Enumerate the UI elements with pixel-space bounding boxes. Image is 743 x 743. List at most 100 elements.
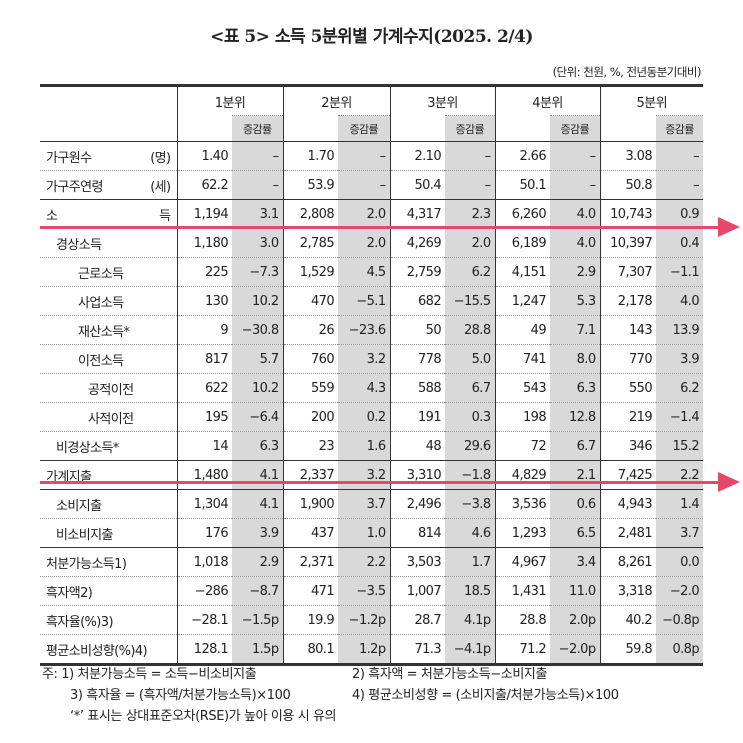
value-cell: 550 [600,373,656,403]
value-cell: 48 [390,431,445,461]
rate-cell: 6.7 [445,373,496,403]
value-cell: 2,785 [283,228,338,258]
highlight-arrow-expenditure [40,472,740,492]
rate-cell: 28.8 [445,315,496,345]
value-cell: 741 [495,344,550,374]
value-cell: 4,943 [600,489,656,519]
value-cell: 543 [495,373,550,403]
value-cell: 80.1 [283,634,338,665]
rate-cell: −3.8 [445,489,496,519]
value-cell: 2,759 [390,257,445,287]
value-cell: 50.8 [600,170,656,200]
value-cell: 4,967 [495,547,550,577]
rate-cell: −0.8p [656,605,703,635]
value-cell: 559 [283,373,338,403]
rate-cell: 3.7 [338,489,391,519]
value-cell: 4,829 [495,460,550,490]
table-row: 흑자액2) −286 −8.7 471 −3.5 1,007 18.5 1,431 11.0 3,… [40,576,703,606]
rate-cell: 2.3 [445,199,496,229]
value-cell: 6,260 [495,199,550,229]
value-cell: 760 [283,344,338,374]
row-label: 흑자율(%)3) [40,605,178,635]
rate-cell: – [550,141,601,171]
row-label: 소 득 [40,199,178,229]
rate-cell: 2.0 [338,199,391,229]
table-row: 사적이전 195 −6.4 200 0.2 191 0.3 198 12.8 219 −1.4 [40,402,703,432]
value-cell: 471 [283,576,338,606]
rate-cell: 2.2 [656,460,703,490]
rate-cell: −3.5 [338,576,391,606]
rate-cell: 10.2 [232,286,284,316]
rate-cell: 15.2 [656,431,703,461]
rate-cell: 3.9 [232,518,284,548]
value-cell: 2,481 [600,518,656,548]
rate-cell: 5.0 [445,344,496,374]
value-cell: 1,304 [177,489,232,519]
value-cell: 176 [177,518,232,548]
corner-cell [40,85,178,142]
rate-cell: 0.9 [656,199,703,229]
value-cell: 4,317 [390,199,445,229]
value-cell: 72 [495,431,550,461]
table-row: 근로소득 225 −7.3 1,529 4.5 2,759 6.2 4,151 2.9 7,307… [40,257,703,287]
rate-cell: −6.4 [232,402,284,432]
rate-cell: 18.5 [445,576,496,606]
value-cell: 59.8 [600,634,656,665]
rate-cell: −30.8 [232,315,284,345]
rate-cell: 6.7 [550,431,601,461]
rate-cell: −4.1p [445,634,496,665]
value-cell: 28.8 [495,605,550,635]
rate-cell: 6.2 [656,373,703,403]
rate-cell: 5.7 [232,344,284,374]
rate-cell: −23.6 [338,315,391,345]
rate-cell: 6.3 [550,373,601,403]
rate-cell: 8.0 [550,344,601,374]
rate-cell: 1.4 [656,489,703,519]
rate-cell: 3.1 [232,199,284,229]
table-row: 소 득 1,194 3.1 2,808 2.0 4,317 2.3 6,260 4.0 10,74… [40,199,703,229]
rate-cell: 11.0 [550,576,601,606]
rate-cell: −8.7 [232,576,284,606]
value-cell: 143 [600,315,656,345]
value-cell: 2,496 [390,489,445,519]
value-cell: 26 [283,315,338,345]
row-label: 이전소득 [40,344,178,374]
row-label: 가구주연령 (세) [40,170,178,200]
rate-cell: – [338,141,391,171]
row-label: 사적이전 [40,402,178,432]
value-cell: 778 [390,344,445,374]
table-row: 가구원수 (명) 1.40–1.70–2.10–2.66–3.08– [40,141,703,171]
value-cell: 1.70 [307,148,334,164]
table-row: 평균소비성향(%)4) 128.1 1.5p 80.1 1.2p 71.3 −4.1p 71.… [40,634,703,665]
row-label: 사업소득 [40,286,178,316]
value-cell: 10,743 [600,199,656,229]
row-label: 처분가능소득1) [40,547,178,577]
value-cell: 50.1 [495,170,550,200]
rate-cell: 1.7 [445,547,496,577]
rate-cell: −2.0 [656,576,703,606]
value-cell: 71.2 [495,634,550,665]
value-cell: 2,178 [600,286,656,316]
value-cell: 10,397 [600,228,656,258]
value-cell: 622 [177,373,232,403]
rate-cell: 5.3 [550,286,601,316]
rate-header: 증감률 [550,115,601,142]
value-cell: 682 [390,286,445,316]
value-cell: 50 [390,315,445,345]
rate-cell: −1.2p [338,605,391,635]
value-cell: 346 [600,431,656,461]
table-row: 사업소득 130 10.2 470 −5.1 682 −15.5 1,247 5.3 2,178 4… [40,286,703,316]
table-row: 재산소득* 9 −30.8 26 −23.6 50 28.8 49 7.1 143 13.9 [40,315,703,345]
rate-cell: 2.2 [338,547,391,577]
value-cell: 470 [283,286,338,316]
note-1: 주: 1) 처분가능소득 = 소득−비소비지출 [42,667,257,682]
row-label: 재산소득* [40,315,178,345]
value-cell: 225 [177,257,232,287]
rate-cell: – [338,170,391,200]
rate-cell: 10.2 [232,373,284,403]
rate-cell: 4.1p [445,605,496,635]
value-cell: 7,307 [600,257,656,287]
note-4: 4) 평균소비성향 = (소비지출/처분가능소득)×100 [352,688,619,703]
table-row: 가구주연령 (세) 62.2–53.9–50.4–50.1–50.8– [40,170,703,200]
value-cell: 2.10 [414,148,441,164]
